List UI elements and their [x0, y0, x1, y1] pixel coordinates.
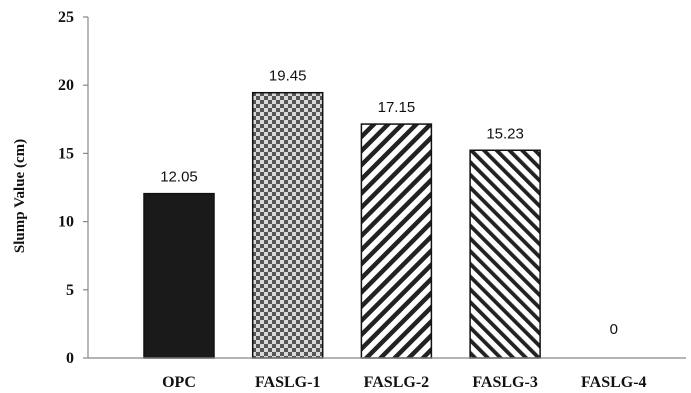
bars — [143, 91, 541, 359]
y-axis-title-group: Slump Value (cm) — [12, 139, 28, 253]
y-axis-title: Slump Value (cm) — [12, 139, 28, 253]
y-tick-label: 5 — [66, 282, 74, 299]
data-label-faslg-1: 19.45 — [269, 68, 307, 85]
y-tick-label: 0 — [66, 350, 74, 367]
data-label-opc: 12.05 — [160, 169, 198, 186]
y-tick-label: 10 — [58, 214, 74, 231]
data-label-faslg-4: 0 — [610, 321, 618, 338]
bar-opc — [143, 192, 215, 359]
x-tick-label-faslg-2: FASLG-2 — [364, 374, 429, 391]
y-tick-label: 15 — [58, 145, 74, 162]
x-tick-label-faslg-4: FASLG-4 — [581, 374, 646, 391]
bar-faslg-3 — [469, 149, 541, 359]
data-labels: 12.05 19.45 17.15 15.23 0 — [160, 68, 618, 338]
data-label-faslg-3: 15.23 — [486, 125, 524, 142]
x-tick-label-opc: OPC — [162, 374, 196, 391]
y-tick-label: 25 — [58, 9, 74, 26]
bar-faslg-1 — [251, 91, 324, 359]
data-label-faslg-2: 17.15 — [378, 99, 416, 116]
y-tick-label: 20 — [58, 77, 74, 94]
category-labels: OPC FASLG-1 FASLG-2 FASLG-3 FASLG-4 — [162, 374, 646, 391]
bar-faslg-2 — [360, 123, 433, 359]
y-axis-ticks: 0 5 10 15 20 25 — [58, 9, 88, 367]
x-tick-label-faslg-1: FASLG-1 — [255, 374, 320, 391]
x-tick-label-faslg-3: FASLG-3 — [472, 374, 537, 391]
